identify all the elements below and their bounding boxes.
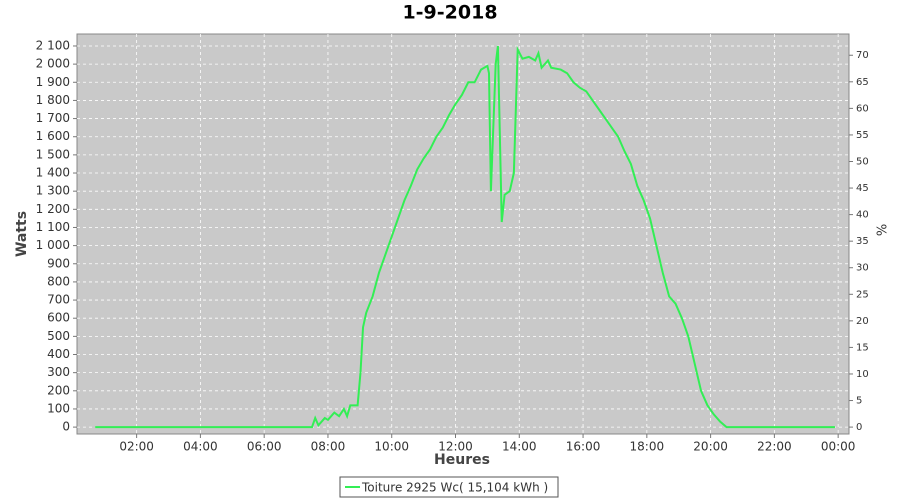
y2-tick-label: 60 [856, 103, 869, 114]
x-tick-label: 04:00 [183, 440, 218, 454]
y-tick-label: 500 [47, 329, 70, 343]
y-tick-label: 1 900 [36, 75, 70, 89]
y2-tick-label: 50 [856, 156, 869, 167]
x-tick-label: 18:00 [630, 440, 665, 454]
y2-tick-label: 20 [856, 316, 869, 327]
y-axis-label: Watts [14, 211, 30, 257]
y-tick-label: 100 [47, 401, 70, 415]
y-tick-label: 1 200 [36, 202, 70, 216]
y2-tick-label: 55 [856, 130, 869, 141]
x-tick-label: 12:00 [438, 440, 473, 454]
y-tick-label: 800 [47, 274, 70, 288]
y-tick-label: 1 700 [36, 111, 70, 125]
x-tick-label: 10:00 [374, 440, 409, 454]
y-tick-label: 1 100 [36, 220, 70, 234]
y2-tick-label: 10 [856, 369, 869, 380]
legend [339, 476, 559, 498]
y2-tick-label: 15 [856, 342, 869, 353]
y-tick-label: 1 800 [36, 93, 70, 107]
x-tick-label: 16:00 [566, 440, 601, 454]
y2-tick-label: 40 [856, 210, 869, 221]
y-tick-label: 300 [47, 365, 70, 379]
y-tick-label: 200 [47, 383, 70, 397]
x-tick-label: 06:00 [247, 440, 282, 454]
chart-title: 1-9-2018 [402, 2, 497, 24]
y2-tick-label: 70 [856, 50, 869, 61]
y2-tick-label: 0 [856, 422, 862, 433]
x-tick-label: 20:00 [693, 440, 728, 454]
y2-tick-label: 25 [856, 289, 869, 300]
x-tick-label: 02:00 [119, 440, 154, 454]
y-tick-label: 1 300 [36, 184, 70, 198]
y-tick-label: 2 100 [36, 38, 70, 52]
y-tick-label: 0 [62, 420, 70, 434]
legend-label: Toiture 2925 Wc( 15,104 kWh ) [361, 481, 548, 495]
y-tick-label: 400 [47, 347, 70, 361]
series-line [95, 45, 835, 429]
y-tick-label: 1 600 [36, 129, 70, 143]
y-tick-label: 1 400 [36, 166, 70, 180]
x-tick-label: 08:00 [311, 440, 346, 454]
y2-tick-label: 45 [856, 183, 869, 194]
y-tick-label: 1 000 [36, 238, 70, 252]
y2-axis-label: % [876, 224, 891, 236]
x-axis-label: Heures [434, 452, 490, 468]
y2-tick-label: 35 [856, 236, 869, 247]
y-tick-label: 600 [47, 311, 70, 325]
y-tick-label: 2 000 [36, 57, 70, 71]
y-tick-label: 900 [47, 256, 70, 270]
y2-tick-label: 65 [856, 77, 869, 88]
y-tick-label: 700 [47, 293, 70, 307]
x-tick-label: 14:00 [502, 440, 537, 454]
y-tick-label: 1 500 [36, 147, 70, 161]
x-tick-label: 00:00 [821, 440, 856, 454]
y2-tick-label: 30 [856, 263, 869, 274]
x-tick-label: 22:00 [757, 440, 792, 454]
y2-tick-label: 5 [856, 396, 862, 407]
